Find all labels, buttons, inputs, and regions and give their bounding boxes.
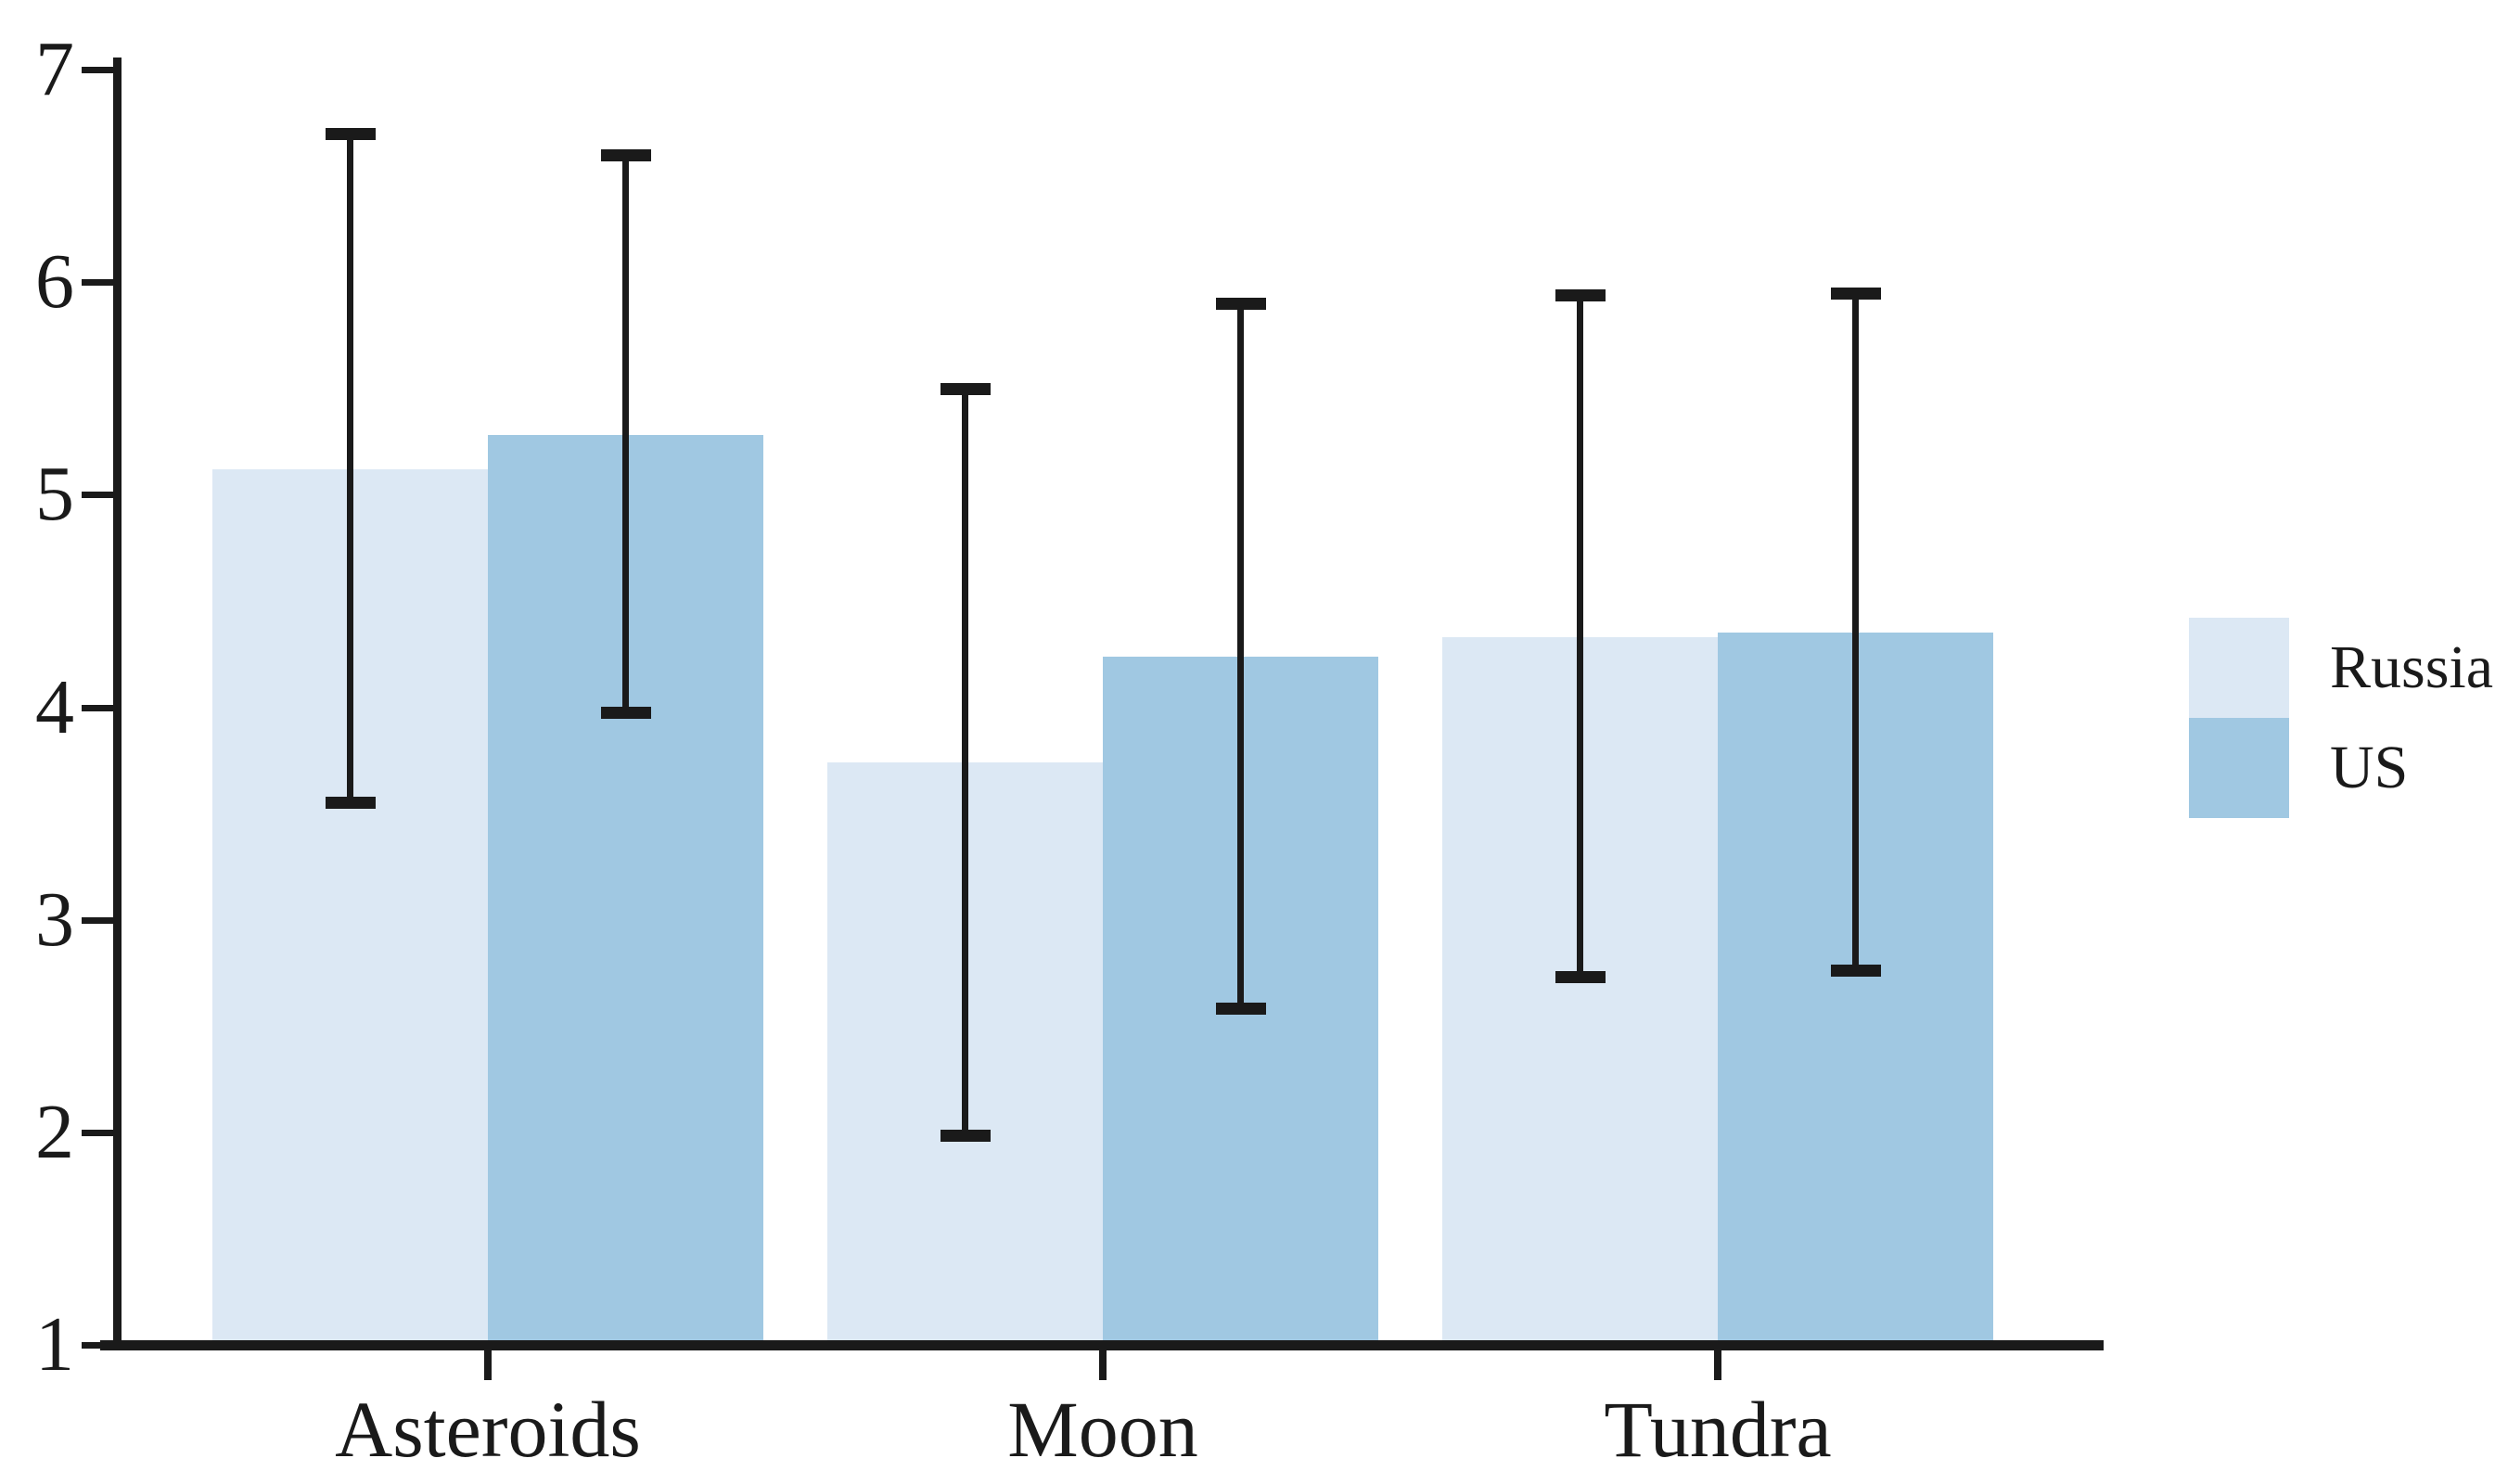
x-axis-category-label: Asteroids [335,1385,641,1474]
y-axis-tick [82,67,117,73]
error-bar-line [622,154,629,714]
error-bar-cap-bottom [600,707,651,720]
error-bar-cap-bottom [1830,964,1881,977]
x-axis-category-label: Moon [1007,1385,1198,1474]
y-axis-tick-label: 6 [35,238,74,326]
y-axis-tick-label: 7 [35,26,74,112]
x-axis-tick [484,1345,492,1380]
x-axis-category-label: Tundra [1604,1385,1832,1474]
error-bar-cap-bottom [325,796,376,809]
error-bar-line [1852,292,1859,971]
error-bar-line [347,133,353,803]
y-axis-tick [82,492,117,499]
y-axis-tick-label: 3 [35,876,74,963]
error-bar-cap-bottom [1215,1002,1266,1015]
error-bar-cap-top [1555,288,1606,301]
legend-label-us: US [2330,734,2409,801]
legend-item-us: US [2189,718,2493,818]
error-bar-line [962,388,968,1137]
error-bar-cap-bottom [940,1130,991,1143]
legend-swatch-russia [2189,618,2289,718]
y-axis-tick [82,1342,117,1349]
y-axis-tick [82,704,117,711]
error-bar-cap-top [1215,298,1266,311]
legend: Russia US [2189,618,2493,818]
error-bar-cap-bottom [1555,970,1606,983]
y-axis-tick [82,916,117,924]
error-bar-cap-top [600,148,651,161]
legend-item-russia: Russia [2189,618,2493,718]
error-bar-cap-top [1830,287,1881,300]
y-axis-tick [82,279,117,287]
y-axis-tick-label: 4 [35,663,74,750]
y-axis-tick-label: 2 [35,1088,74,1175]
error-bar-cap-top [325,127,376,140]
x-axis-tick [1714,1345,1721,1380]
error-bar-cap-top [940,382,991,395]
y-axis-line [113,58,122,1345]
legend-label-russia: Russia [2330,633,2494,701]
legend-swatch-us [2189,718,2289,818]
error-bar-line [1577,294,1583,978]
y-axis-tick-label: 5 [35,451,74,538]
y-axis-tick-label: 1 [35,1301,74,1388]
y-axis-tick [82,1129,117,1136]
x-axis-tick [1099,1345,1107,1380]
error-bar-line [1237,303,1244,1009]
